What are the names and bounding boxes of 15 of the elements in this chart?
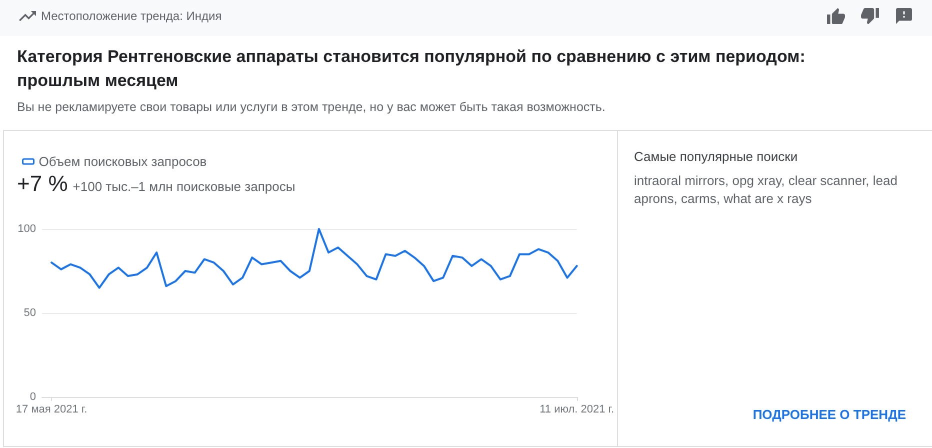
line-series — [50, 228, 578, 289]
y-tick-label: 100 — [18, 223, 36, 235]
text: Местоположение тренда: Индия — [41, 9, 222, 24]
x-tick-label: 17 мая 2021 г. — [16, 404, 88, 416]
text: intraoral mirrors, opg xray, clear scanner, lead aprons, carms, what are x rays — [634, 172, 898, 208]
chart-title: Категория Рентгеновские аппараты становится популярной по сравнению с этим периодом: прошлым месяцем — [17, 46, 806, 92]
chart-subtitle: Вы не рекламируете свои товары или услуги в этом тренде, но у вас может быть такая возможность. — [17, 99, 606, 115]
text: +100 тыс.–1 млн поисковые запросы — [72, 179, 296, 194]
text: Самые популярные поиски — [634, 149, 798, 165]
legend-label: Объем поисковых запросов — [38, 154, 207, 169]
x-tick-label: 11 июл. 2021 г. — [540, 404, 614, 416]
text: +7 % — [17, 171, 68, 197]
text: ПОДРОБНЕЕ О ТРЕНДЕ — [752, 407, 906, 423]
y-tick-label: 50 — [24, 307, 36, 319]
y-tick-label: 0 — [30, 391, 36, 403]
